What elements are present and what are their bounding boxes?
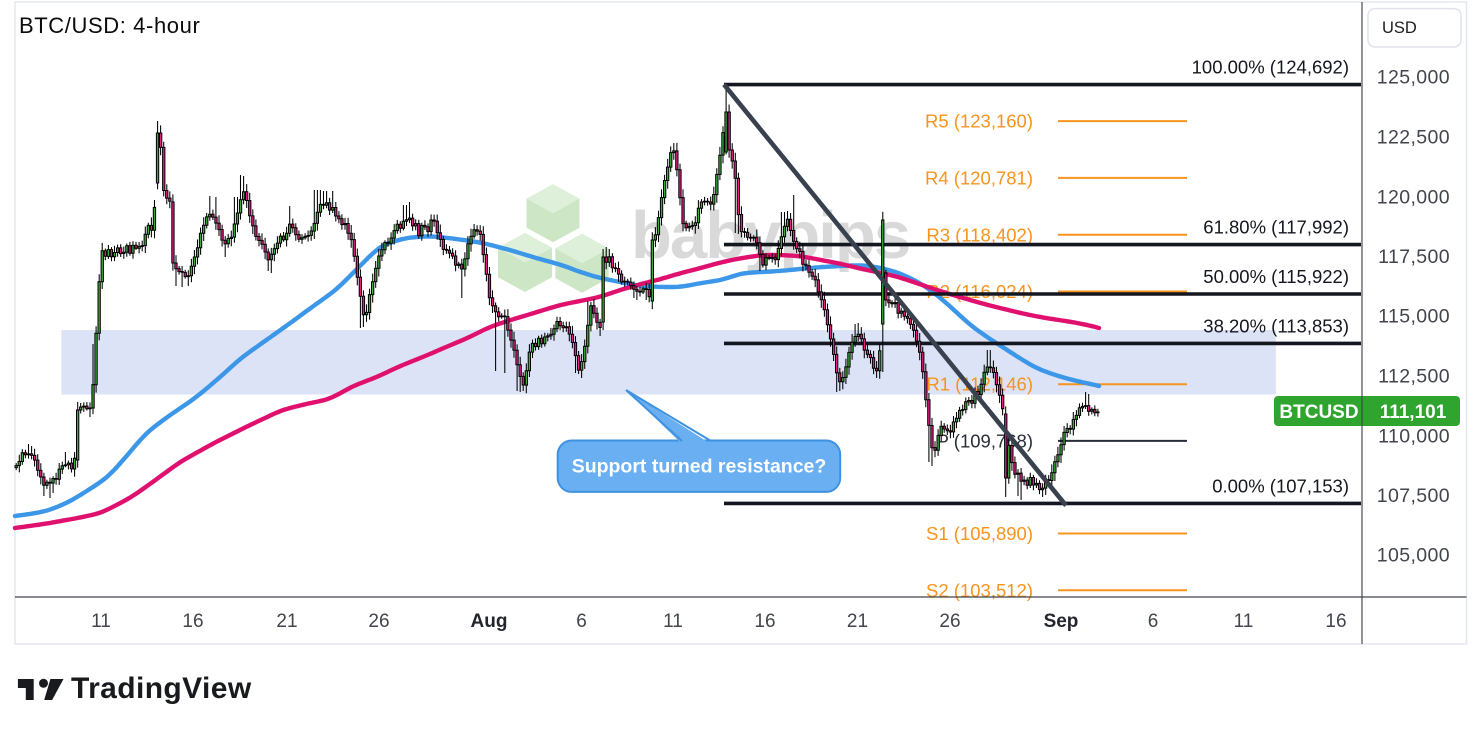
svg-text:USD: USD — [1382, 19, 1417, 37]
svg-text:Support turned resistance?: Support turned resistance? — [572, 456, 827, 478]
svg-text:38.20% (113,853): 38.20% (113,853) — [1203, 315, 1349, 336]
svg-text:R5 (123,160): R5 (123,160) — [925, 111, 1033, 132]
svg-text:125,000: 125,000 — [1377, 67, 1450, 89]
svg-text:26: 26 — [939, 611, 960, 632]
svg-text:R3 (118,402): R3 (118,402) — [926, 224, 1033, 245]
svg-text:11: 11 — [1234, 611, 1254, 632]
svg-text:6: 6 — [1148, 611, 1159, 632]
svg-text:117,500: 117,500 — [1378, 246, 1450, 268]
svg-text:16: 16 — [182, 611, 203, 632]
svg-text:Aug: Aug — [471, 611, 508, 632]
svg-text:122,500: 122,500 — [1377, 127, 1450, 149]
svg-text:107,500: 107,500 — [1377, 485, 1450, 507]
svg-text:115,000: 115,000 — [1378, 306, 1450, 328]
svg-text:21: 21 — [847, 611, 868, 632]
svg-text:50.00% (115,922): 50.00% (115,922) — [1203, 266, 1349, 287]
svg-text:61.80% (117,992): 61.80% (117,992) — [1203, 217, 1349, 238]
svg-text:Sep: Sep — [1044, 611, 1079, 632]
svg-text:105,000: 105,000 — [1377, 545, 1450, 567]
svg-text:BTC/USD: 4-hour: BTC/USD: 4-hour — [19, 13, 200, 38]
svg-text:16: 16 — [754, 611, 775, 632]
svg-text:11: 11 — [663, 611, 683, 632]
svg-text:BTCUSD: BTCUSD — [1279, 402, 1358, 423]
svg-text:110,000: 110,000 — [1378, 426, 1450, 448]
svg-text:11: 11 — [91, 611, 111, 632]
svg-text:6: 6 — [576, 611, 587, 632]
svg-text:16: 16 — [1325, 611, 1346, 632]
svg-text:S2 (103,512): S2 (103,512) — [926, 580, 1033, 601]
svg-text:100.00% (124,692): 100.00% (124,692) — [1192, 57, 1349, 78]
svg-text:112,500: 112,500 — [1378, 366, 1450, 388]
svg-text:26: 26 — [368, 611, 389, 632]
svg-text:TradingView: TradingView — [71, 672, 252, 705]
svg-text:R4 (120,781): R4 (120,781) — [925, 167, 1033, 188]
svg-text:21: 21 — [276, 611, 297, 632]
svg-text:S1 (105,890): S1 (105,890) — [926, 523, 1033, 544]
svg-text:120,000: 120,000 — [1377, 187, 1450, 209]
svg-text:0.00% (107,153): 0.00% (107,153) — [1212, 475, 1349, 496]
svg-text:111,101: 111,101 — [1380, 402, 1447, 423]
